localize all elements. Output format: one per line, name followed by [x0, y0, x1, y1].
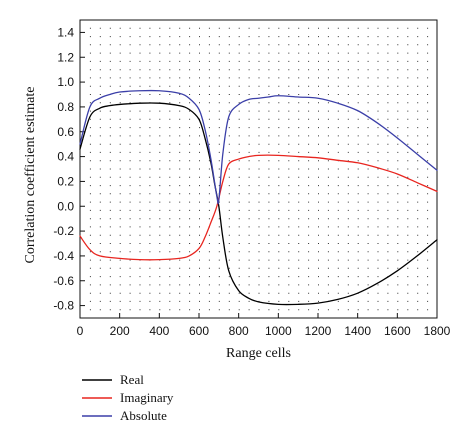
x-tick-label: 0 — [77, 324, 84, 338]
x-axis-label: Range cells — [226, 346, 291, 361]
y-tick-label: -0.2 — [53, 224, 74, 238]
series-line-imaginary — [79, 154, 438, 261]
x-tick-label: 800 — [229, 324, 249, 338]
series-lines — [79, 89, 438, 306]
grid-dot-pattern — [89, 27, 429, 311]
y-axis: -0.8 -0.6 -0.4 -0.2 0.0 0.2 0.4 0.6 0.8 1.0 1.2 1.4 — [53, 25, 85, 313]
x-axis: 0 200 400 600 800 1000 1200 1400 1600 1800 — [77, 313, 451, 338]
x-tick-label: 400 — [149, 324, 169, 338]
x-tick-label: 600 — [189, 324, 209, 338]
y-tick-label: -0.8 — [53, 299, 74, 313]
x-tick-label: 1200 — [305, 324, 332, 338]
y-axis-label: Correlation coefficient estimate — [23, 86, 38, 263]
series-line-real — [79, 102, 438, 306]
x-tick-label: 1800 — [424, 324, 451, 338]
y-tick-label: 0.2 — [57, 174, 74, 188]
y-tick-label: -0.4 — [53, 249, 74, 263]
y-tick-label: 0.6 — [57, 125, 74, 139]
legend-label-real: Real — [120, 372, 144, 387]
legend-label-imaginary: Imaginary — [120, 390, 174, 405]
y-tick-label: 0.4 — [57, 150, 74, 164]
y-tick-label: 1.4 — [57, 25, 74, 39]
plot-frame — [79, 19, 438, 319]
x-tick-label: 1000 — [265, 324, 292, 338]
y-tick-label: 0.8 — [57, 100, 74, 114]
grid-dots — [89, 27, 429, 311]
x-tick-label: 1400 — [344, 324, 371, 338]
y-tick-label: 1.2 — [57, 50, 74, 64]
x-tick-label: 200 — [110, 324, 130, 338]
x-tick-label: 1600 — [384, 324, 411, 338]
y-tick-label: -0.6 — [53, 274, 74, 288]
legend-label-absolute: Absolute — [120, 408, 167, 423]
series-line-absolute — [79, 89, 438, 205]
y-tick-label: 0.0 — [57, 199, 74, 213]
legend: Real Imaginary Absolute — [82, 372, 174, 423]
y-tick-label: 1.0 — [57, 75, 74, 89]
